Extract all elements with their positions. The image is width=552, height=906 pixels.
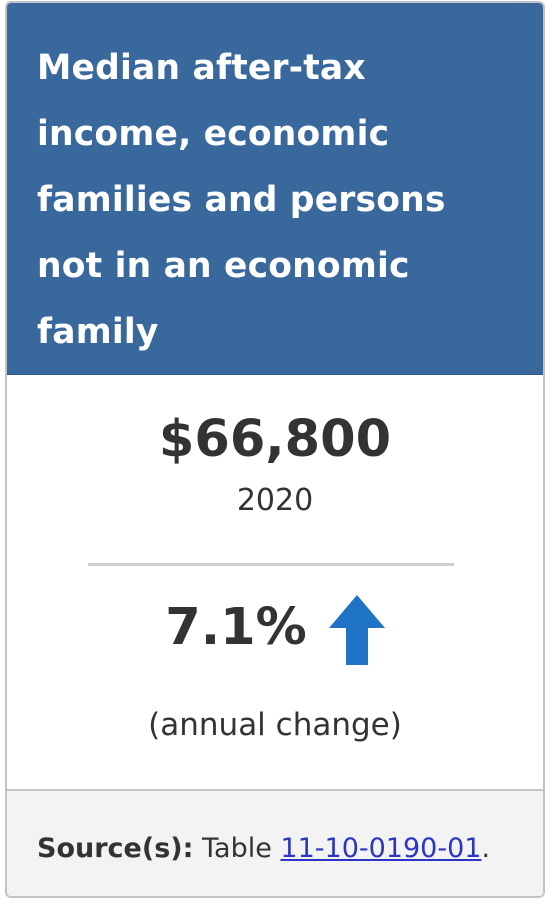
change-row: 7.1% [7, 593, 543, 665]
source-label: Source(s): [37, 833, 194, 864]
source-table-link[interactable]: 11-10-0190-01 [280, 833, 482, 864]
indicator-card: Median after-tax income, economic famili… [5, 1, 545, 898]
card-footer: Source(s): Table 11-10-0190-01. [7, 789, 543, 896]
arrow-up-icon [328, 595, 385, 665]
annual-change-value: 7.1% [165, 598, 307, 657]
source-prefix: Table [202, 833, 272, 864]
divider [88, 563, 454, 566]
card-title: Median after-tax income, economic famili… [37, 48, 446, 352]
reference-year: 2020 [236, 483, 314, 518]
change-caption: (annual change) [148, 707, 402, 743]
card-header: Median after-tax income, economic famili… [7, 3, 543, 375]
source-suffix: . [481, 833, 491, 864]
card-body: $66,800 2020 7.1% (annual change) [7, 375, 543, 789]
indicator-value: $66,800 [158, 410, 392, 469]
